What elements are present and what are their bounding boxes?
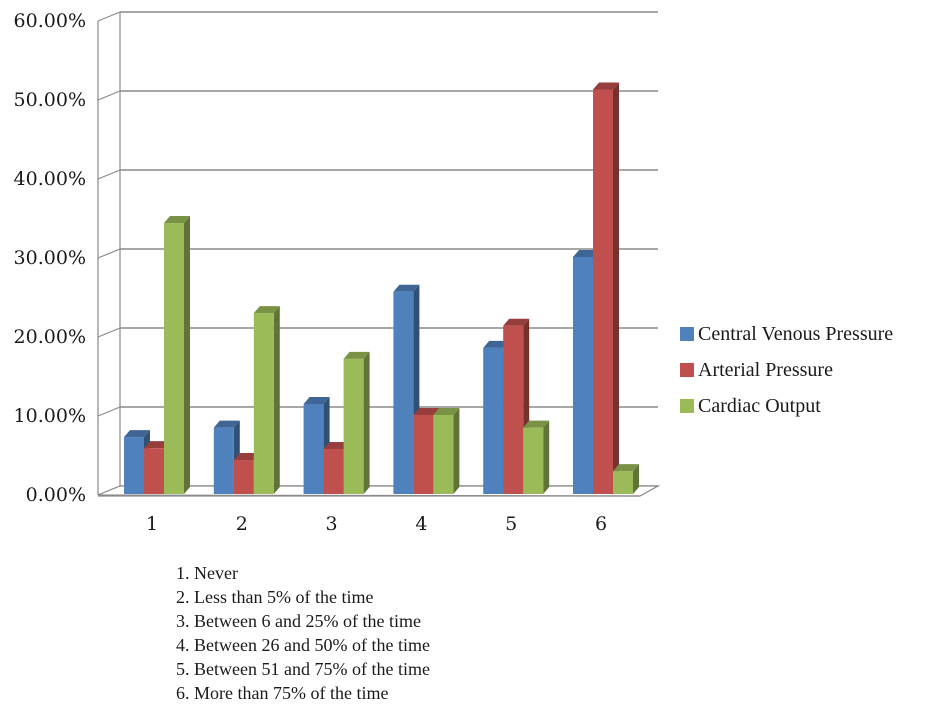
bar-top [393,284,420,292]
legend-label: Cardiac Output [698,394,821,417]
bar-top [253,306,280,314]
x-tick-label: 4 [415,513,427,535]
y-tick-label: 30.00% [14,247,86,269]
bar [433,408,460,494]
bar-front [303,403,324,494]
bar-front [323,448,344,494]
category-note: 6. More than 75% of the time [176,683,389,703]
x-tick-label: 2 [236,513,248,535]
category-note: 1. Never [176,563,238,583]
bar-front [124,437,144,494]
legend-label: Central Venous Pressure [698,322,894,345]
x-tick-label: 6 [595,513,607,535]
bar-top [213,420,240,428]
y-tick-label: 0.00% [26,484,86,506]
y-tick-label: 40.00% [14,168,86,190]
bar-front [213,427,234,494]
bar-front [593,89,613,495]
bar-top [593,82,619,90]
legend-item-arterial-pressure: Arterial Pressure [680,352,893,388]
bar-front [523,427,544,494]
bar-side [453,408,460,494]
legend: Central Venous Pressure Arterial Pressur… [680,316,893,424]
bar-side [633,464,639,494]
bar-top [503,318,530,326]
bar-front [233,460,254,494]
category-note: 2. Less than 5% of the time [176,587,374,607]
bar-side [363,351,370,494]
bar [124,430,150,494]
gridlines [97,11,658,496]
category-notes: 1. Never 2. Less than 5% of the time 3. … [176,561,430,705]
bar [164,216,190,494]
side-wall-gridline [97,90,121,101]
bar-front [613,471,633,494]
bar-front [573,257,593,494]
bar-top [413,408,440,415]
bar-top [124,430,150,438]
bar-top [303,396,330,404]
legend-swatch [680,399,694,413]
bar-top [573,250,599,257]
side-wall-gridline [97,406,121,417]
bar-side [184,216,190,494]
bar-front [483,347,504,494]
bar-top [343,351,370,359]
bar-front [433,415,454,494]
legend-item-central-venous-pressure: Central Venous Pressure [680,316,893,352]
y-tick-label: 60.00% [14,10,86,32]
bar-top [144,441,170,449]
bar-top [323,441,350,449]
bars [124,82,639,495]
bar [593,82,619,495]
x-tick-label: 1 [146,513,158,535]
bar-top [483,340,510,348]
bar-front [164,223,184,494]
bar-top [233,453,260,461]
legend-label: Arterial Pressure [698,358,833,381]
side-wall-gridline [97,248,121,259]
y-tick-label: 50.00% [14,89,86,111]
bar-top [613,464,639,472]
legend-item-cardiac-output: Cardiac Output [680,388,893,424]
bar-top [164,216,190,224]
category-note: 5. Between 51 and 75% of the time [176,659,430,679]
tick-labels: 0.00% 10.00% 20.00% 30.00% 40.00% 50.00% 60.00… [14,10,608,535]
bar-front [144,448,164,494]
bar-top [523,420,550,428]
bar-side [273,306,280,494]
side-wall-gridline [97,327,121,338]
bar-front [503,325,524,494]
x-tick-label: 5 [505,513,517,535]
bar [523,420,550,494]
bar-front [253,313,274,494]
bar-side [613,82,619,495]
bar-top [433,408,460,415]
bar [613,464,639,494]
legend-swatch [680,327,694,341]
bar [343,351,370,494]
side-wall-gridline [97,169,121,180]
category-note: 3. Between 6 and 25% of the time [176,611,421,631]
side-wall-gridline [97,11,121,22]
y-tick-label: 10.00% [14,405,86,427]
bar [253,306,280,494]
bar-front [413,415,434,494]
y-tick-label: 20.00% [14,326,86,348]
category-note: 4. Between 26 and 50% of the time [176,635,430,655]
legend-swatch [680,363,694,377]
bar-front [393,291,414,494]
x-tick-label: 3 [326,513,338,535]
bar-front [343,358,364,494]
bar-side [543,420,550,494]
